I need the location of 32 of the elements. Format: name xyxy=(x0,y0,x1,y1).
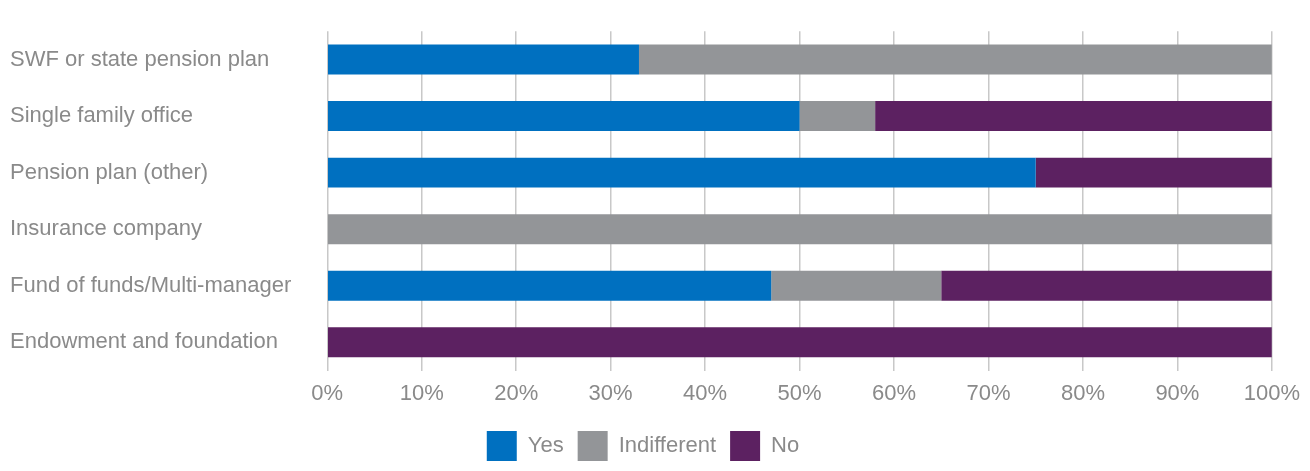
bar xyxy=(771,270,942,301)
legend-label: No xyxy=(771,432,800,458)
x-tick-label: 10% xyxy=(399,379,444,405)
x-tick-label: 100% xyxy=(1243,379,1301,405)
bar xyxy=(328,327,1272,358)
x-tick-label: 60% xyxy=(872,379,917,405)
bar xyxy=(328,214,1272,245)
x-tick-label: 50% xyxy=(777,379,822,405)
bar xyxy=(328,101,800,132)
y-tick-label: Pension plan (other) xyxy=(10,158,209,184)
x-tick-label: 90% xyxy=(1155,379,1200,405)
bar xyxy=(941,270,1272,301)
bar xyxy=(328,44,639,75)
bar xyxy=(638,44,1272,75)
bar xyxy=(328,270,772,301)
y-tick-label: Insurance company xyxy=(10,215,202,241)
y-tick-label: Endowment and foundation xyxy=(10,328,278,354)
y-tick-label: SWF or state pension plan xyxy=(10,45,270,71)
x-tick-label: 40% xyxy=(683,379,728,405)
x-tick-label: 0% xyxy=(311,379,344,405)
x-tick-label: 30% xyxy=(588,379,633,405)
bar xyxy=(875,101,1272,132)
x-tick-label: 20% xyxy=(494,379,539,405)
bar xyxy=(328,157,1036,188)
y-tick-label: Single family office xyxy=(10,102,194,128)
x-tick-label: 70% xyxy=(966,379,1011,405)
x-tick-label: 80% xyxy=(1060,379,1105,405)
bar xyxy=(799,101,876,132)
legend-label: Indifferent xyxy=(618,432,717,458)
y-tick-label: Fund of funds/Multi-manager xyxy=(10,271,292,297)
bar xyxy=(1035,157,1272,188)
legend-label: Yes xyxy=(527,432,564,458)
